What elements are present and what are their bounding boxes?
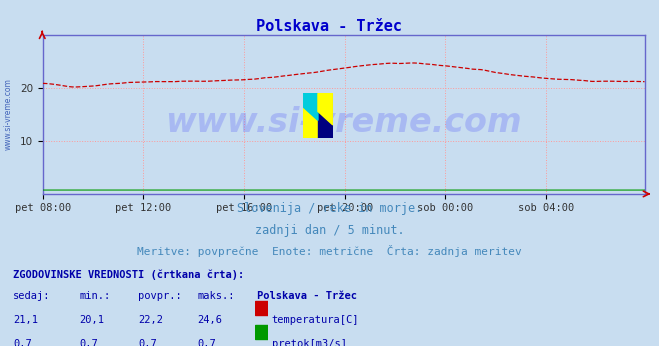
Text: zadnji dan / 5 minut.: zadnji dan / 5 minut.	[254, 224, 405, 237]
Text: 24,6: 24,6	[198, 315, 223, 325]
Polygon shape	[318, 93, 333, 125]
Text: 22,2: 22,2	[138, 315, 163, 325]
Text: 20,1: 20,1	[79, 315, 104, 325]
Text: temperatura[C]: temperatura[C]	[272, 315, 359, 325]
Text: sedaj:: sedaj:	[13, 291, 51, 301]
Text: min.:: min.:	[79, 291, 110, 301]
Bar	[255, 325, 268, 339]
Bar	[255, 301, 268, 315]
Text: www.si-vreme.com: www.si-vreme.com	[3, 78, 13, 150]
Text: 0,7: 0,7	[79, 339, 98, 346]
Text: Polskava - Tržec: Polskava - Tržec	[257, 291, 357, 301]
Text: 0,7: 0,7	[13, 339, 32, 346]
Text: 0,7: 0,7	[198, 339, 216, 346]
Text: maks.:: maks.:	[198, 291, 235, 301]
Text: 21,1: 21,1	[13, 315, 38, 325]
Text: ZGODOVINSKE VREDNOSTI (črtkana črta):: ZGODOVINSKE VREDNOSTI (črtkana črta):	[13, 270, 244, 280]
Bar	[318, 93, 333, 138]
Polygon shape	[303, 93, 318, 120]
Text: Slovenija / reke in morje.: Slovenija / reke in morje.	[237, 202, 422, 216]
Text: www.si-vreme.com: www.si-vreme.com	[165, 106, 522, 139]
Text: Meritve: povprečne  Enote: metrične  Črta: zadnja meritev: Meritve: povprečne Enote: metrične Črta:…	[137, 245, 522, 257]
Text: Polskava - Tržec: Polskava - Tržec	[256, 19, 403, 34]
Text: pretok[m3/s]: pretok[m3/s]	[272, 339, 347, 346]
Bar	[303, 93, 318, 138]
Text: povpr.:: povpr.:	[138, 291, 182, 301]
Text: 0,7: 0,7	[138, 339, 157, 346]
